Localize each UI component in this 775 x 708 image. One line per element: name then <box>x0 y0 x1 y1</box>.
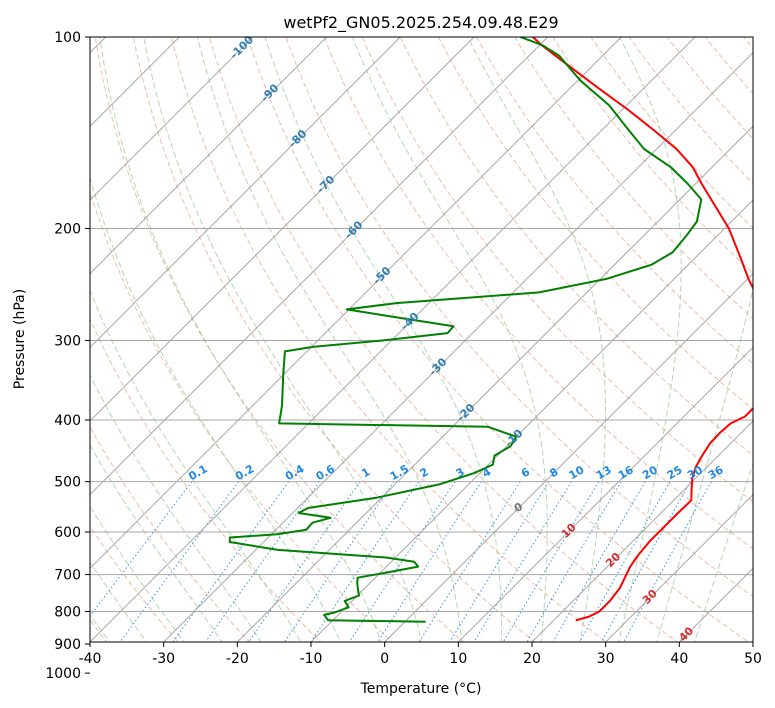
y-tick-label: 700 <box>54 568 81 584</box>
mixing-ratio-line <box>449 481 550 642</box>
isotherm <box>531 420 753 642</box>
moist-adiabat <box>264 37 503 642</box>
x-axis-label: Temperature (°C) <box>360 681 482 697</box>
isotherm <box>90 37 254 201</box>
y-tick-label: 400 <box>54 413 81 429</box>
mixing-ratio-line <box>578 481 671 642</box>
x-tick-label: -30 <box>152 651 175 667</box>
moist-adiabat <box>467 37 606 642</box>
isotherm <box>90 37 475 422</box>
mixing-ratio-line <box>119 481 240 642</box>
dry-adiabat <box>90 190 393 642</box>
isotherm <box>90 37 696 642</box>
mixing-ratio-line <box>418 481 521 642</box>
y-tick-label: 200 <box>54 222 81 238</box>
moist-adiabat <box>694 462 753 642</box>
x-tick-label: 20 <box>523 651 541 667</box>
mixing-ratio-line <box>600 481 691 642</box>
x-tick-label: 50 <box>744 651 762 667</box>
dry-adiabat <box>437 37 753 410</box>
chart-title: wetPf2_GN05.2025.254.09.48.E29 <box>283 13 558 33</box>
isotherm <box>236 125 753 642</box>
y-tick-label: 1000 <box>45 666 81 682</box>
y-tick-label: 800 <box>54 605 81 621</box>
temperature-profile <box>532 37 753 622</box>
isotherm <box>605 494 753 642</box>
dry-adiabat <box>399 37 753 456</box>
x-tick-label: 0 <box>380 651 389 667</box>
moist-adiabat <box>90 373 262 642</box>
moist-adiabat <box>90 176 342 642</box>
mixing-ratio-line <box>377 481 482 642</box>
y-tick-label: 500 <box>54 475 81 491</box>
isotherm <box>90 37 401 348</box>
moist-adiabat <box>143 37 422 642</box>
x-tick-label: -20 <box>226 651 249 667</box>
dry-adiabat <box>514 37 753 319</box>
dewpoint-profile <box>228 37 703 623</box>
isotherm <box>310 199 753 642</box>
y-tick-label: 900 <box>54 637 81 653</box>
x-tick-label: 30 <box>597 651 615 667</box>
mixing-ratio-line <box>473 481 573 642</box>
y-axis-ticks: 100 200 300 400 500 600 700 800 900 1000 <box>45 30 90 682</box>
isotherm <box>163 52 753 642</box>
x-tick-label: 40 <box>670 651 688 667</box>
isotherm <box>678 567 753 642</box>
x-tick-label: -40 <box>79 651 102 667</box>
isotherm <box>384 273 753 642</box>
dry-adiabat <box>170 37 607 642</box>
isotherm <box>457 346 753 642</box>
mixing-ratio-line <box>283 481 395 642</box>
dry-adiabat <box>132 37 536 642</box>
isotherm <box>90 37 549 496</box>
y-tick-label: 600 <box>54 525 81 541</box>
x-axis-ticks: -40 -30 -20 -10 0 10 20 30 40 50 <box>79 642 762 667</box>
background-lines <box>90 37 753 642</box>
plot-area <box>90 37 753 642</box>
x-tick-label: -10 <box>300 651 323 667</box>
y-axis-label: Pressure (hPa) <box>12 289 28 389</box>
dry-adiabat <box>476 37 753 365</box>
moist-adiabat <box>99 37 382 642</box>
y-tick-label: 100 <box>54 30 81 46</box>
isotherm <box>90 37 622 569</box>
y-tick-label: 300 <box>54 334 81 350</box>
dry-adiabat <box>94 37 465 642</box>
plot-frame <box>89 36 754 643</box>
mixing-ratio-line <box>310 481 420 642</box>
profile-lines <box>228 37 753 623</box>
x-tick-label: 10 <box>449 651 467 667</box>
dry-adiabat <box>209 37 679 642</box>
moist-adiabat <box>656 287 753 642</box>
isotherm <box>90 37 328 275</box>
dry-adiabat <box>247 37 750 642</box>
dry-adiabat <box>285 37 753 598</box>
moist-adiabat <box>618 37 682 642</box>
